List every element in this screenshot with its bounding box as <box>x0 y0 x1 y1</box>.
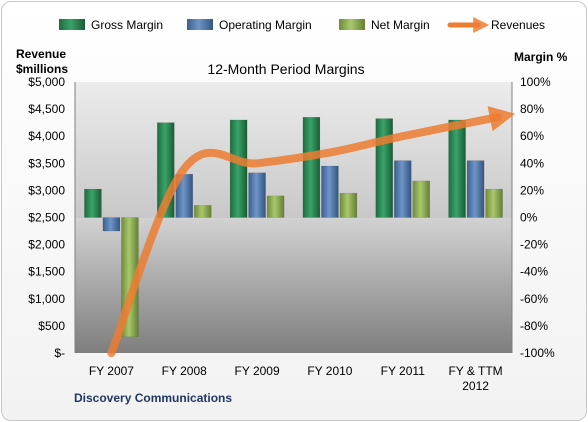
left-tick-label: $3,500 <box>28 156 65 170</box>
right-tick-label: -20% <box>520 238 548 252</box>
bar-series <box>84 116 503 337</box>
gross-margin-bar <box>375 118 393 218</box>
legend-label-revenues: Revenues <box>491 18 545 32</box>
left-tick-label: $4,000 <box>28 129 65 143</box>
category-label: FY 2011 <box>381 364 426 378</box>
left-tick-label: $4,500 <box>28 102 65 116</box>
right-tick-label: 100% <box>520 75 551 89</box>
right-tick-label: -80% <box>520 319 548 333</box>
left-axis-title-line2: $millions <box>16 62 68 76</box>
category-label: FY & TTM <box>448 364 502 378</box>
legend-label-operating-margin: Operating Margin <box>219 18 312 32</box>
net-margin-bar <box>412 180 430 218</box>
gross-margin-bar <box>302 116 321 218</box>
right-axis-title: Margin % <box>514 50 568 64</box>
revenues-line <box>107 106 516 357</box>
legend-label-gross-margin: Gross Margin <box>91 18 163 32</box>
left-tick-label: $2,000 <box>28 238 65 252</box>
chart-title: 12-Month Period Margins <box>207 61 364 77</box>
net-margin-bar <box>339 192 358 218</box>
footer-company-name: Discovery Communications <box>74 391 232 405</box>
left-tick-label: $1,000 <box>28 292 65 306</box>
category-label: FY 2009 <box>235 364 280 378</box>
legend-swatch-net-margin <box>339 19 365 30</box>
left-axis-ticks: $5,000 $4,500 $4,000 $3,500 $3,000 $2,500 $2,0… <box>28 75 65 360</box>
net-margin-bar <box>266 195 285 218</box>
left-tick-label: $1,500 <box>28 265 65 279</box>
net-margin-bar <box>485 188 503 218</box>
right-tick-label: 80% <box>520 102 544 116</box>
left-tick-label: $- <box>54 346 65 360</box>
right-tick-label: -100% <box>520 346 555 360</box>
operating-margin-bar <box>248 172 266 218</box>
right-tick-label: 20% <box>520 183 544 197</box>
category-labels: FY 2007 FY 2008 FY 2009 FY 2010 FY 2011 FY & … <box>89 364 503 393</box>
gross-margin-bar <box>84 188 102 218</box>
right-tick-label: 0% <box>520 211 538 225</box>
gross-margin-bar <box>448 119 466 218</box>
operating-margin-bar <box>321 165 339 218</box>
net-margin-bar <box>194 205 212 218</box>
left-tick-label: $5,000 <box>28 75 65 89</box>
legend-swatch-gross-margin <box>59 19 85 30</box>
revenue-line-series <box>107 106 516 357</box>
right-tick-label: -40% <box>520 265 548 279</box>
operating-margin-bar <box>102 217 121 232</box>
category-label: FY 2010 <box>307 364 352 378</box>
plot-area-upper <box>75 82 512 218</box>
gross-margin-bar <box>229 119 248 218</box>
legend-swatch-operating-margin <box>187 19 213 30</box>
plot-area-lower <box>75 218 512 353</box>
left-tick-label: $3,000 <box>28 183 65 197</box>
right-tick-label: -60% <box>520 292 548 306</box>
right-tick-label: 40% <box>520 156 544 170</box>
left-axis-title-line1: Revenue <box>16 47 66 61</box>
operating-margin-bar <box>394 160 412 218</box>
legend: Gross Margin Operating Margin Net Margin… <box>59 16 545 34</box>
right-axis-ticks: 100% 80% 60% 40% 20% 0% -20% -40% -60% -80% -100% <box>520 75 555 360</box>
operating-margin-bar <box>466 160 485 218</box>
legend-label-net-margin: Net Margin <box>371 18 430 32</box>
category-label-line2: 2012 <box>462 379 489 393</box>
right-tick-label: 60% <box>520 129 544 143</box>
category-label: FY 2008 <box>162 364 207 378</box>
left-tick-label: $2,500 <box>28 211 65 225</box>
left-tick-label: $500 <box>38 319 65 333</box>
category-label: FY 2007 <box>89 364 134 378</box>
